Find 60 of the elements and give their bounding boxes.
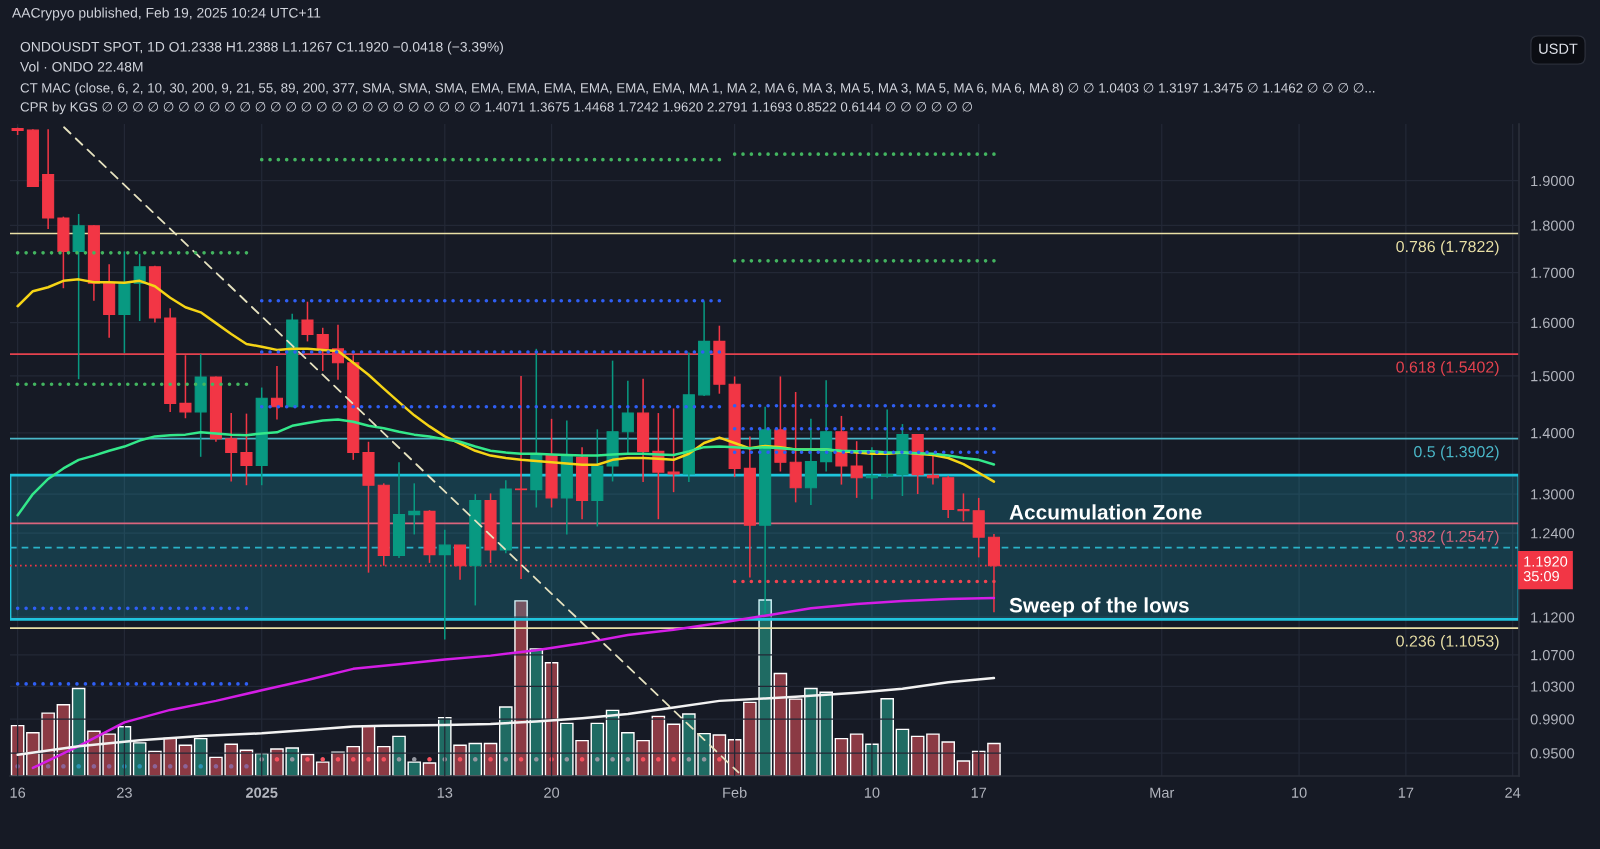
x-tick-label: 17 [1398, 787, 1414, 798]
candlestick [301, 300, 314, 343]
candlestick [408, 482, 421, 536]
bar [666, 723, 681, 776]
y-tick-label: 1.3000 [1531, 489, 1575, 500]
candlestick [865, 446, 878, 500]
bar [422, 762, 437, 776]
y-tick-label: 1.8000 [1531, 220, 1575, 231]
y-tick-label: 1.4000 [1531, 427, 1575, 439]
y-tick-label: 1.6000 [1531, 317, 1575, 329]
y-axis-title: USDT [1539, 43, 1578, 54]
line-series [16, 418, 996, 517]
annotation: Accumulation Zone [1009, 504, 1202, 520]
x-tick-label: 23 [117, 787, 132, 798]
y-tick-label: 1.0300 [1531, 681, 1575, 692]
candlestick [515, 375, 528, 580]
line-series [31, 596, 996, 770]
ref-line-label: 0.382 (1.2547) [1396, 530, 1499, 546]
candlestick [316, 327, 329, 372]
ref-line-label: 0.618 (1.5402) [1396, 361, 1499, 376]
ref-line-label: 0.236 (1.1053) [1396, 634, 1499, 650]
x-tick-label: Mar [1150, 787, 1175, 798]
bar [788, 698, 803, 776]
x-tick-label: 20 [544, 787, 560, 798]
y-tick-label: 0.9500 [1530, 748, 1575, 759]
chart-title: ONDOUSDT SPOT, 1D O1.2338 H1.2388 L1.1267 C1.1920 −0.0418 (−3.39%) [20, 41, 503, 55]
candlestick [667, 407, 680, 493]
bar [590, 722, 605, 776]
y-tick-label: 1.7000 [1531, 267, 1575, 278]
candlestick [850, 440, 863, 499]
bar [849, 733, 864, 776]
text: AACrypyo published, Feb 19, 2025 10:24 UTC+11 [12, 7, 321, 21]
line-series [16, 676, 996, 757]
candlestick [438, 528, 451, 641]
x-tick-label: 10 [864, 787, 880, 798]
x-tick-label: 17 [971, 787, 987, 798]
y-tick-label: 0.9900 [1530, 714, 1575, 725]
text: CPR by KGS ∅ ∅ ∅ ∅ ∅ ∅ ∅ ∅ ∅ ∅ ∅ ∅ ∅ ∅ ∅ ∅ ∅ ∅ ∅ ∅ ∅ ∅ ∅ ∅ ∅ 1.4071 1.3675 1.4468 1.7242 1.9620 2.2791 1.1693 0.8522 0.6144 ∅ ∅ ∅ ∅ ∅ ∅ [20, 101, 973, 115]
y-tick-label: 1.0700 [1531, 649, 1575, 661]
candlestick [957, 492, 970, 522]
annotation: Sweep of the lows [1009, 597, 1189, 617]
text: CT MAC (close, 6, 2, 10, 30, 200, 9, 21, 55, 89, 200, 377, SMA, SMA, SMA, EMA, EMA, EMA, EMA, EMA, EMA, MA 1, MA 2, MA 6, MA 3, MA 5, MA 3, MA 5, MA 6, MA 6, MA 8) ∅ ∅ 1.0403 ∅ 1.3197 1.3475 ∅ 1.1462 ∅ ∅ ∅ ∅... [20, 82, 1375, 96]
y-tick-label: 1.2400 [1531, 528, 1575, 539]
ref-line-label: 0.5 (1.3902) [1414, 445, 1499, 461]
ref-line-label: 0.786 (1.7822) [1396, 240, 1499, 256]
bar [956, 760, 971, 776]
x-tick-label: 24 [1505, 787, 1521, 798]
x-tick-label: Feb [723, 787, 747, 798]
y-tick-label: 1.5000 [1531, 370, 1575, 382]
candlestick [240, 412, 253, 486]
y-tick-label: 1.1200 [1531, 612, 1575, 623]
x-tick-label: 16 [10, 787, 26, 798]
candlestick [621, 380, 634, 455]
x-tick-label: 10 [1292, 787, 1307, 798]
ref-line-label: 1.1920 35:09 [1523, 556, 1568, 582]
x-tick-label: 2025 [246, 787, 278, 798]
y-tick-label: 1.9000 [1531, 175, 1575, 187]
candlestick [179, 354, 192, 420]
x-tick-label: 13 [437, 787, 453, 798]
candlestick [225, 412, 238, 483]
